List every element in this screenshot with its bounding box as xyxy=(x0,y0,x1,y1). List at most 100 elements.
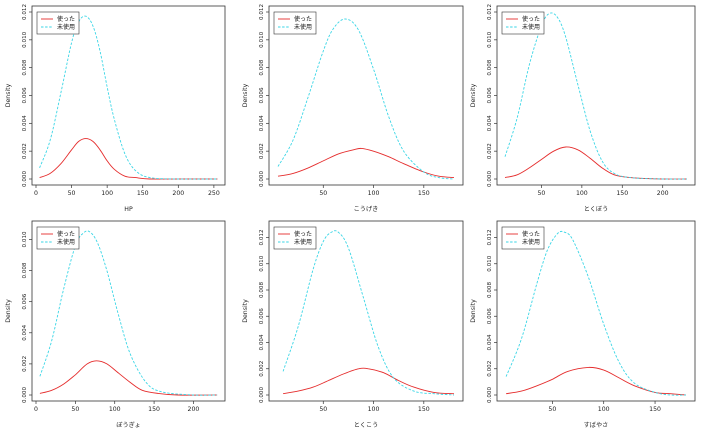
y-tick-label: 0.004 xyxy=(22,324,28,340)
y-axis-label: Density xyxy=(470,83,477,107)
x-tick-label: 100 xyxy=(368,190,380,197)
y-axis-label: Density xyxy=(5,83,12,107)
x-tick-label: 150 xyxy=(616,190,628,197)
x-tick-label: 50 xyxy=(68,190,76,197)
legend-label-used: 使った xyxy=(294,230,312,238)
series-used-line xyxy=(277,147,455,179)
legend-label-used: 使った xyxy=(522,15,540,23)
series-used-line xyxy=(39,138,218,180)
x-tick-label: 50 xyxy=(319,406,327,413)
x-axis-label: HP xyxy=(124,206,133,213)
legend-label-used: 使った xyxy=(522,230,540,238)
y-tick-label: 0.012 xyxy=(259,229,265,245)
y-tick-label: 0.012 xyxy=(22,4,28,20)
y-tick-label: 0.004 xyxy=(22,115,28,131)
y-tick-label: 0.002 xyxy=(259,143,265,159)
legend-label-unused: 未使用 xyxy=(294,238,312,246)
series-unused-line xyxy=(505,230,686,396)
y-tick-label: 0.010 xyxy=(487,31,493,47)
x-tick-label: 150 xyxy=(649,406,661,413)
x-axis-label: ぼうぎょ xyxy=(116,421,140,429)
chart-panel-3: 0.000 0.002 0.004 0.006 0.008 0.010 0.012 50 100… xyxy=(470,4,696,213)
legend-box xyxy=(36,226,80,250)
x-tick-label: 150 xyxy=(418,190,430,197)
y-axis-label: Density xyxy=(5,299,12,323)
y-tick-label: 0.002 xyxy=(22,143,28,159)
y-tick-label: 0.002 xyxy=(487,143,493,159)
y-tick-label: 0.010 xyxy=(259,31,265,47)
x-tick-label: 200 xyxy=(172,190,184,197)
legend-label-unused: 未使用 xyxy=(522,238,540,246)
x-tick-label: 100 xyxy=(576,190,588,197)
y-tick-label: 0.004 xyxy=(487,334,493,350)
y-tick-label: 0.010 xyxy=(22,231,28,247)
y-tick-label: 0.012 xyxy=(487,4,493,20)
y-tick-label: 0.000 xyxy=(487,171,493,187)
legend-label-unused: 未使用 xyxy=(57,238,75,246)
y-tick-label: 0.006 xyxy=(259,308,265,324)
plot-frame xyxy=(268,220,464,402)
chart-panel-6: 0.000 0.002 0.004 0.006 0.008 0.010 0.012 50 100… xyxy=(470,220,696,429)
y-tick-label: 0.008 xyxy=(22,262,28,278)
y-tick-label: 0.010 xyxy=(22,31,28,47)
plot-frame xyxy=(496,220,696,402)
legend-label-unused: 未使用 xyxy=(57,23,75,31)
y-tick-label: 0.008 xyxy=(259,59,265,75)
y-tick-label: 0.000 xyxy=(487,387,493,403)
legend-label-used: 使った xyxy=(294,15,312,23)
legend-label-unused: 未使用 xyxy=(294,23,312,31)
y-tick-label: 0.004 xyxy=(487,115,493,131)
series-used-line xyxy=(283,367,455,395)
y-tick-label: 0.012 xyxy=(487,229,493,245)
y-tick-label: 0.000 xyxy=(22,171,28,187)
y-tick-label: 0.002 xyxy=(259,361,265,377)
x-axis-label: とくこう xyxy=(354,422,379,429)
x-tick-label: 200 xyxy=(657,190,669,197)
x-tick-label: 100 xyxy=(598,406,610,413)
y-tick-label: 0.008 xyxy=(487,59,493,75)
legend-box xyxy=(501,11,545,35)
x-axis-label: こうげき xyxy=(354,205,379,213)
y-tick-label: 0.006 xyxy=(22,293,28,309)
series-used-line xyxy=(506,366,686,396)
chart-panel-5: 0.000 0.002 0.004 0.006 0.008 0.010 0.012 50 100… xyxy=(242,220,464,429)
plot-frame xyxy=(31,220,226,402)
y-tick-label: 0.006 xyxy=(487,87,493,103)
y-axis-label: Density xyxy=(242,83,249,107)
y-tick-label: 0.004 xyxy=(259,115,265,131)
legend-label-used: 使った xyxy=(57,230,75,238)
x-tick-label: 150 xyxy=(148,406,160,413)
y-tick-label: 0.002 xyxy=(22,356,28,372)
series-unused-line xyxy=(39,230,218,396)
x-tick-label: 100 xyxy=(109,406,121,413)
x-tick-label: 100 xyxy=(368,406,380,413)
x-tick-label: 50 xyxy=(548,406,556,413)
series-unused-line xyxy=(277,18,455,180)
y-tick-label: 0.006 xyxy=(22,87,28,103)
legend-box xyxy=(273,226,317,250)
y-tick-label: 0.000 xyxy=(259,171,265,187)
series-used-line xyxy=(504,146,688,180)
y-tick-label: 0.002 xyxy=(487,361,493,377)
x-tick-label: 250 xyxy=(208,190,220,197)
chart-panel-2: 0.000 0.002 0.004 0.006 0.008 0.010 0.012 50 100… xyxy=(242,4,464,213)
series-unused-line xyxy=(282,230,455,396)
x-tick-label: 0 xyxy=(34,190,38,197)
x-axis-label: すばやさ xyxy=(584,421,609,429)
y-tick-label: 0.004 xyxy=(259,334,265,350)
x-axis-label: とくぼう xyxy=(584,206,609,213)
y-tick-label: 0.010 xyxy=(487,255,493,271)
y-tick-label: 0.000 xyxy=(22,387,28,403)
y-tick-label: 0.010 xyxy=(259,255,265,271)
series-unused-line xyxy=(39,15,218,180)
x-tick-label: 0 xyxy=(34,406,38,413)
y-tick-label: 0.006 xyxy=(487,308,493,324)
y-tick-label: 0.006 xyxy=(259,87,265,103)
chart-panel-4: 0.000 0.002 0.004 0.006 0.008 0.010 0 50 100 150 2… xyxy=(5,220,226,429)
legend-box xyxy=(36,11,80,35)
y-tick-label: 0.000 xyxy=(259,387,265,403)
x-tick-label: 50 xyxy=(71,406,79,413)
x-tick-label: 150 xyxy=(418,406,430,413)
